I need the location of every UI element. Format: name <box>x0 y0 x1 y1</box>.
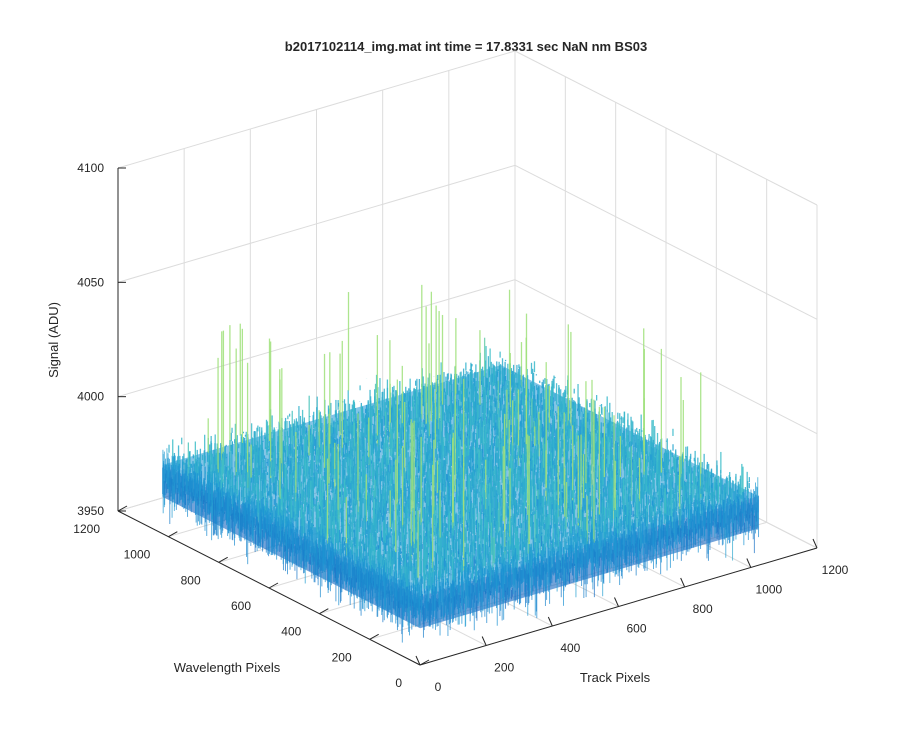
back-wall-grid-line <box>117 164 516 283</box>
back-wall-grid-line <box>117 50 516 169</box>
chart-title: b2017102114_img.mat int time = 17.8331 s… <box>285 39 647 54</box>
surface-mesh <box>162 284 760 643</box>
back-wall-grid-line <box>117 279 516 398</box>
side-wall-grid-line <box>514 50 818 206</box>
side-wall-grid-line <box>514 279 818 435</box>
side-wall-grid-line <box>514 164 818 320</box>
